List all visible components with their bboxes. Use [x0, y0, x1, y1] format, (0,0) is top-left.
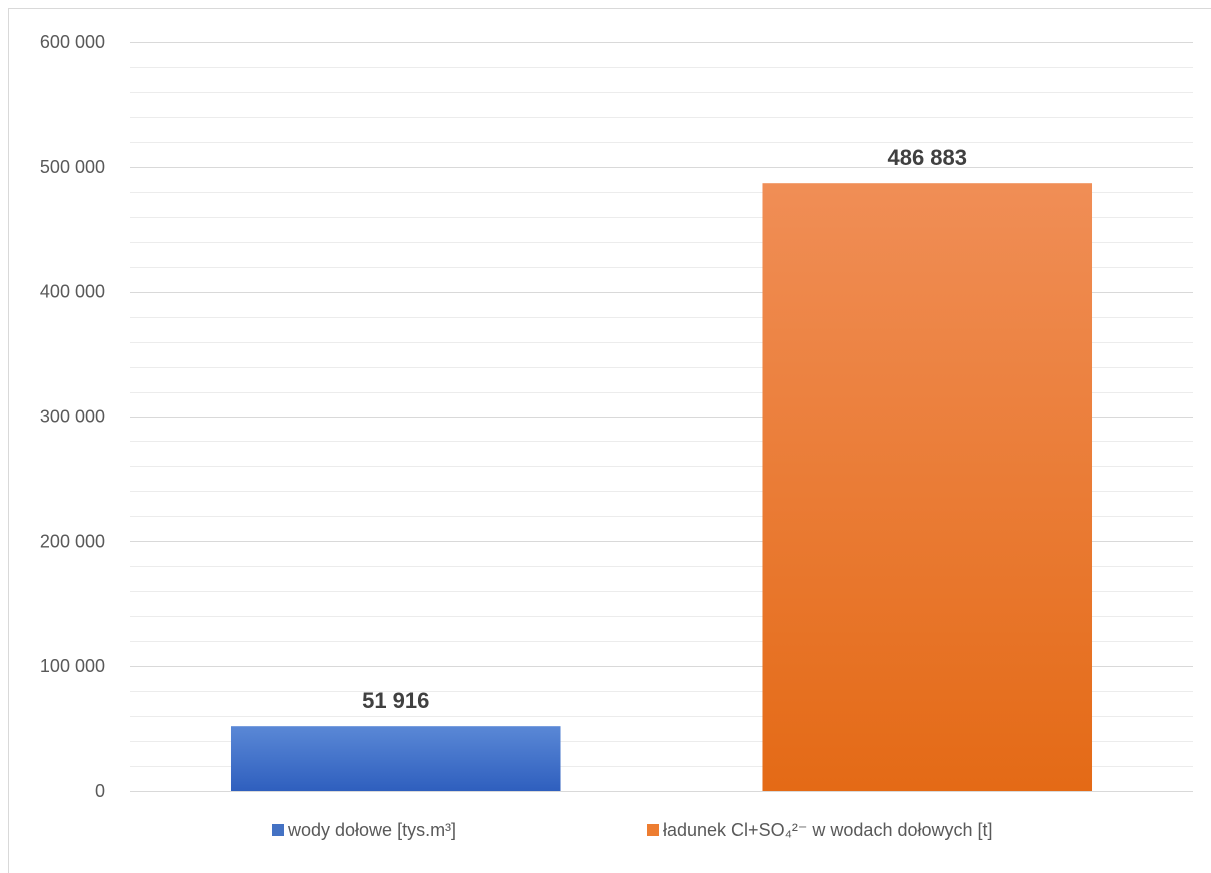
y-tick-label: 100 000	[40, 656, 105, 676]
y-tick-label: 300 000	[40, 407, 105, 427]
y-tick-label: 500 000	[40, 157, 105, 177]
y-tick-label: 600 000	[40, 32, 105, 52]
data-label-2: 486 883	[887, 145, 967, 170]
legend-swatch-2	[647, 824, 659, 836]
bars	[230, 183, 1093, 792]
bar-1	[230, 726, 561, 791]
y-tick-label: 200 000	[40, 531, 105, 551]
bar-2	[762, 183, 1093, 792]
legend-swatch-1	[272, 824, 284, 836]
y-axis-tick-labels: 0 100 000 200 000 300 000 400 000 500 000 600 …	[40, 32, 105, 801]
y-tick-label: 400 000	[40, 282, 105, 302]
y-tick-label: 0	[95, 781, 105, 801]
legend-label-1: wody dołowe [tys.m³]	[287, 820, 456, 840]
data-labels: 51 916 486 883	[362, 145, 967, 713]
legend: wody dołowe [tys.m³] ładunek Cl+SO₄²⁻ w w…	[272, 820, 993, 840]
data-label-1: 51 916	[362, 688, 429, 713]
legend-label-2: ładunek Cl+SO₄²⁻ w wodach dołowych [t]	[663, 820, 993, 840]
